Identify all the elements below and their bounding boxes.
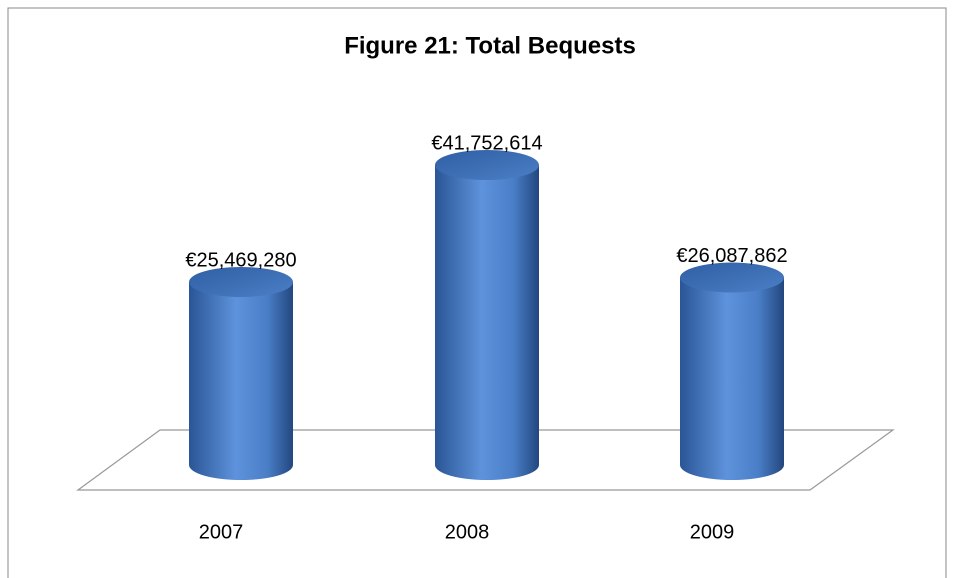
bar-body	[189, 281, 293, 480]
chart-border	[7, 7, 947, 578]
x-tick-label: 2007	[199, 521, 244, 543]
bar	[435, 150, 539, 480]
bar-body	[680, 277, 784, 480]
bar-top	[435, 150, 539, 180]
bar-top	[680, 262, 784, 293]
bar-top	[189, 266, 293, 297]
bar	[189, 266, 293, 480]
bar-body	[435, 165, 539, 480]
x-tick-label: 2008	[445, 521, 490, 543]
bar	[680, 262, 784, 480]
value-label: €41,752,614	[431, 132, 542, 154]
value-label: €26,087,862	[676, 245, 787, 267]
value-label: €25,469,280	[185, 249, 296, 271]
x-tick-label: 2009	[690, 521, 735, 543]
chart-title: Figure 21: Total Bequests	[344, 32, 636, 59]
